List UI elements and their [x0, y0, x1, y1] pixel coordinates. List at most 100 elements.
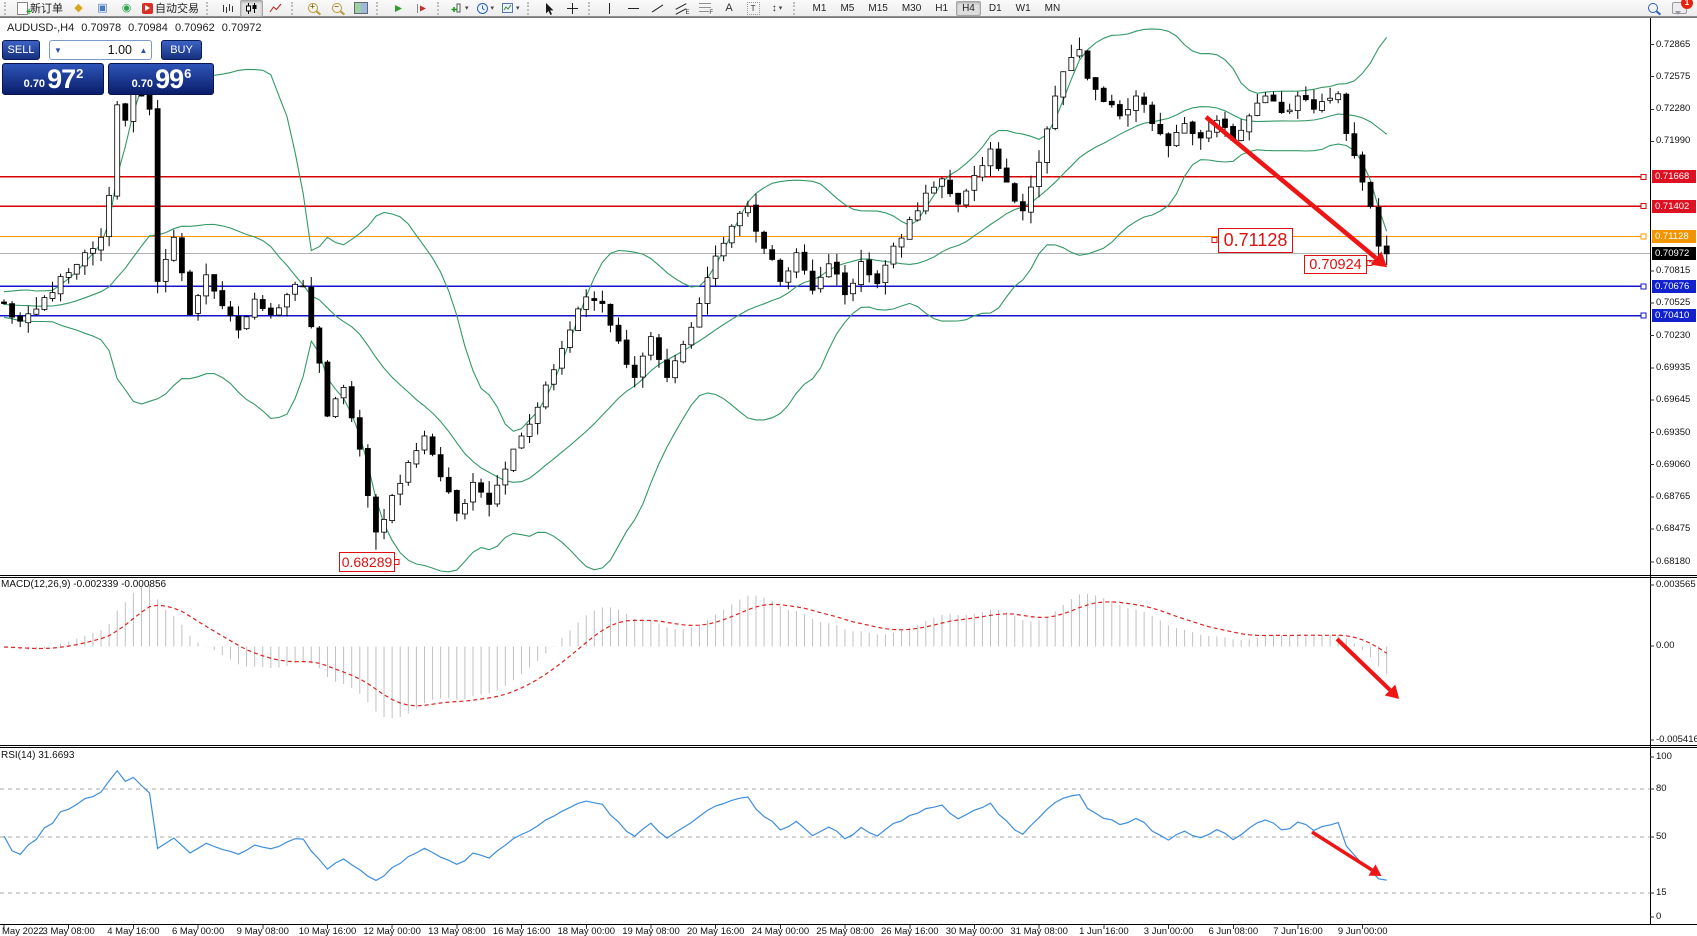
candle	[1149, 101, 1156, 132]
timeframe-button-H1[interactable]: H1	[935, 2, 949, 14]
toolbar-grip[interactable]	[587, 1, 594, 15]
candle	[373, 494, 379, 550]
chart-window-button[interactable]: ▣	[91, 0, 114, 17]
toolbar-grip[interactable]	[206, 1, 212, 15]
horizontal-line-tool-button[interactable]	[622, 0, 645, 17]
timeframe-button-W1[interactable]: W1	[1015, 2, 1031, 14]
bar-chart-button[interactable]	[216, 0, 239, 17]
volume-input[interactable]	[66, 40, 136, 60]
timeframe-button-M5[interactable]: M5	[840, 2, 855, 14]
fibonacci-tool-button[interactable]: F	[694, 0, 717, 17]
candle	[235, 306, 242, 339]
text-tool-icon: A	[725, 1, 733, 14]
candle	[219, 281, 226, 310]
resistance-price-label[interactable]: 0.71128	[1218, 228, 1293, 253]
search-icon[interactable]	[1648, 3, 1658, 13]
zoom-out-button[interactable]: −	[325, 0, 348, 17]
candle	[1375, 198, 1382, 259]
candle	[1165, 132, 1172, 158]
sell-button[interactable]: SELL	[2, 40, 40, 60]
new-chart-dropdown[interactable]: ▾	[447, 0, 472, 17]
new-order-button[interactable]: 新订单	[14, 0, 66, 18]
arrows-tool-dropdown[interactable]: ↕ ▾	[766, 0, 789, 17]
candle	[518, 432, 525, 449]
zoom-in-button[interactable]: +	[301, 0, 324, 17]
vertical-line-tool-button[interactable]	[598, 0, 621, 17]
volume-increase-button[interactable]: ▲	[136, 40, 152, 60]
candle	[963, 188, 970, 209]
downtrend-arrow-main[interactable]	[1204, 115, 1388, 268]
text-tool-button[interactable]: A	[718, 0, 741, 17]
candle	[1116, 100, 1123, 120]
candle	[930, 181, 937, 194]
vertical-line-icon	[608, 2, 610, 14]
timeframe-button-H4[interactable]: H4	[956, 0, 981, 16]
annotation-markers	[393, 237, 1382, 565]
candle	[914, 202, 921, 222]
candle	[745, 200, 751, 217]
candle	[575, 306, 582, 331]
gold-diamond-icon: ◆	[74, 1, 83, 14]
timeframe-button-M1[interactable]: M1	[812, 2, 827, 14]
candle	[550, 364, 557, 391]
price-axis-badge: 0.70410	[1652, 309, 1696, 323]
cursor-tool-button[interactable]	[537, 0, 560, 17]
buy-price-panel[interactable]: 0.70 99 6	[108, 63, 214, 95]
macd-axis-label: -0.005416	[1656, 734, 1697, 745]
candle	[356, 409, 363, 457]
time-axis-label: 9 May 08:00	[236, 926, 289, 936]
channel-tool-button[interactable]: E	[670, 0, 693, 17]
candle	[332, 396, 339, 418]
toolbar-grip[interactable]	[792, 1, 799, 15]
time-axis-label: 24 May 00:00	[751, 926, 810, 936]
timeframe-button-MN[interactable]: MN	[1044, 2, 1061, 14]
chat-icon[interactable]: 1	[1672, 0, 1693, 15]
candle	[526, 414, 533, 443]
toolbar-grip[interactable]	[526, 1, 533, 15]
candle	[615, 317, 622, 344]
candle	[1084, 50, 1091, 81]
candle	[65, 268, 72, 284]
candle	[25, 305, 32, 333]
candle	[421, 430, 428, 455]
template-dropdown[interactable]: ▾	[498, 0, 523, 17]
market-watch-button[interactable]: ◆	[67, 0, 90, 17]
downtrend-arrow-macd[interactable]	[1335, 637, 1400, 699]
auto-scroll-button[interactable]	[386, 0, 409, 17]
buy-button[interactable]: BUY	[161, 40, 202, 60]
toolbar-grip[interactable]	[4, 1, 10, 15]
volume-decrease-button[interactable]: ▼	[49, 40, 66, 60]
downtrend-arrow-rsi[interactable]	[1311, 830, 1382, 876]
price-axis-label: 0.69060	[1656, 458, 1691, 470]
chevron-down-icon: ▾	[778, 4, 783, 12]
chevron-down-icon: ▾	[490, 4, 495, 12]
candle	[639, 352, 646, 388]
candlestick-chart-button[interactable]	[240, 0, 263, 17]
toolbar-grip[interactable]	[291, 1, 297, 15]
toolbar-grip[interactable]	[437, 1, 443, 15]
crosshair-tool-button[interactable]	[561, 0, 584, 17]
signal-button[interactable]: ◉	[115, 0, 138, 17]
tile-windows-button[interactable]	[349, 0, 372, 17]
candle	[1052, 85, 1059, 131]
candle	[1181, 117, 1188, 134]
chart-shift-button[interactable]	[410, 0, 433, 17]
candle	[1060, 71, 1067, 106]
candle	[195, 293, 201, 321]
line-chart-button[interactable]	[264, 0, 287, 17]
autotrading-button[interactable]: 自动交易	[139, 0, 202, 17]
price-axis-badge: 0.71128	[1652, 229, 1696, 243]
timeframe-button-M15[interactable]: M15	[868, 2, 888, 14]
candle	[559, 340, 565, 375]
breakdown-price-label[interactable]: 0.70924	[1304, 255, 1367, 274]
toolbar-grip[interactable]	[376, 1, 382, 15]
swing-low-price-label[interactable]: 0.68289	[339, 552, 395, 572]
timeframe-button-M30[interactable]: M30	[901, 2, 922, 14]
timeframe-button-D1[interactable]: D1	[988, 2, 1002, 14]
label-tool-button[interactable]: T	[742, 0, 765, 17]
sell-price-panel[interactable]: 0.70 97 2	[2, 63, 104, 95]
candle	[793, 248, 800, 279]
chart-shift-icon	[417, 3, 426, 13]
period-dropdown[interactable]: ▾	[473, 0, 498, 17]
